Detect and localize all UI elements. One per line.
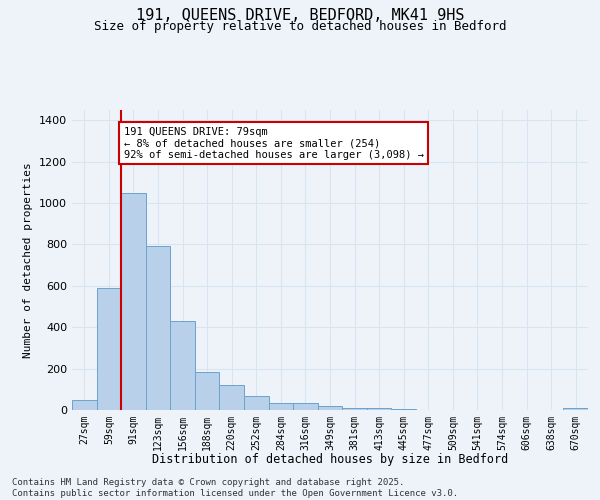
Bar <box>220 385 244 410</box>
Text: Contains HM Land Registry data © Crown copyright and database right 2025.
Contai: Contains HM Land Registry data © Crown c… <box>12 478 458 498</box>
Bar <box>342 408 367 410</box>
Bar <box>367 408 391 410</box>
Bar <box>293 403 318 410</box>
Text: 191, QUEENS DRIVE, BEDFORD, MK41 9HS: 191, QUEENS DRIVE, BEDFORD, MK41 9HS <box>136 8 464 22</box>
Bar <box>318 406 342 410</box>
Text: 191 QUEENS DRIVE: 79sqm
← 8% of detached houses are smaller (254)
92% of semi-de: 191 QUEENS DRIVE: 79sqm ← 8% of detached… <box>124 126 424 160</box>
Bar <box>195 372 220 410</box>
Bar <box>97 288 121 410</box>
Text: Size of property relative to detached houses in Bedford: Size of property relative to detached ho… <box>94 20 506 33</box>
Bar <box>269 403 293 410</box>
Text: Distribution of detached houses by size in Bedford: Distribution of detached houses by size … <box>152 452 508 466</box>
Y-axis label: Number of detached properties: Number of detached properties <box>23 162 34 358</box>
Bar <box>121 193 146 410</box>
Bar <box>72 400 97 410</box>
Bar <box>170 321 195 410</box>
Bar <box>244 396 269 410</box>
Bar <box>563 408 588 410</box>
Bar <box>146 246 170 410</box>
